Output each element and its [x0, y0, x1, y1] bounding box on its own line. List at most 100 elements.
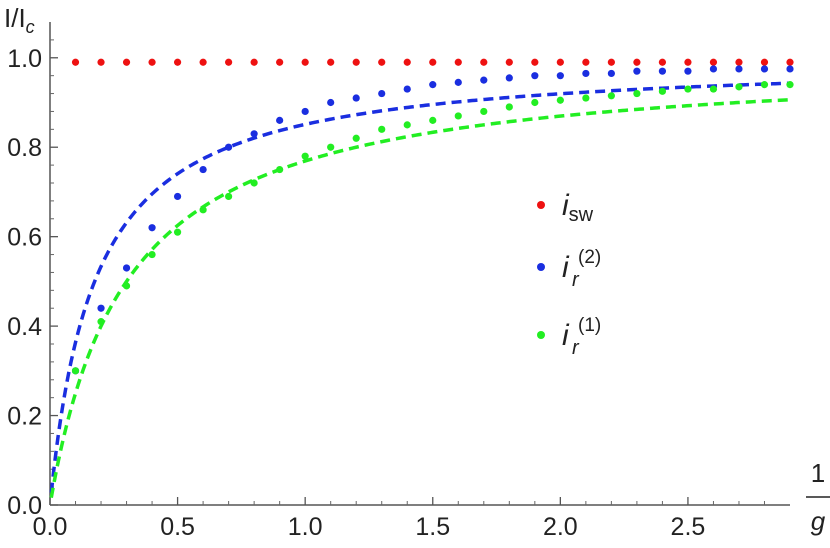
y-tick-label: 0.8: [7, 134, 42, 162]
x-axis-label: 1 g: [806, 458, 830, 536]
point-series-0: [148, 58, 156, 66]
point-series-1: [429, 81, 437, 89]
point-series-1: [276, 116, 284, 124]
point-series-2: [607, 92, 615, 100]
point-series-0: [250, 58, 258, 66]
point-series-0: [684, 58, 692, 66]
point-series-2: [378, 125, 386, 133]
point-series-0: [658, 58, 667, 66]
point-series-1: [454, 78, 462, 86]
point-series-0: [173, 58, 182, 66]
x-tick-label: 2.5: [671, 513, 706, 541]
point-series-2: [225, 192, 233, 201]
point-series-2: [352, 134, 360, 142]
y-tick-label: 1.0: [7, 45, 42, 73]
point-series-1: [786, 65, 794, 73]
point-series-2: [148, 250, 156, 259]
point-series-1: [301, 107, 309, 116]
legend-label-subscript: r: [572, 337, 580, 359]
x-tick-label: 2.0: [543, 513, 578, 541]
legend-marker-0: [537, 201, 545, 209]
point-series-2: [173, 228, 182, 236]
y-axis-label: I/Ic: [4, 3, 35, 37]
y-tick-label: 0.0: [7, 492, 42, 520]
point-series-1: [173, 192, 182, 201]
data-points: [71, 58, 794, 375]
x-axis-label-numerator: 1: [811, 458, 825, 488]
point-series-1: [684, 67, 692, 75]
point-series-0: [735, 58, 743, 66]
point-series-1: [582, 69, 590, 78]
y-tick-label: 0.6: [7, 224, 42, 252]
y-axis-label-main: I/I: [4, 3, 26, 33]
point-series-1: [760, 65, 769, 73]
point-series-0: [403, 58, 411, 66]
point-series-0: [276, 58, 284, 66]
point-series-0: [607, 58, 615, 66]
point-series-1: [531, 72, 539, 80]
y-axis-label-subscript: c: [26, 17, 35, 37]
point-series-1: [505, 74, 513, 82]
point-series-0: [786, 58, 794, 66]
legend-marker-1: [537, 263, 545, 271]
point-series-2: [760, 81, 769, 89]
point-series-0: [97, 58, 105, 66]
legend-label-main: i: [562, 189, 570, 222]
fit-curve-2: [49, 97, 791, 498]
point-series-2: [403, 121, 411, 129]
x-tick-label: 0.0: [33, 513, 68, 541]
point-series-2: [480, 107, 488, 116]
x-tick-label: 0.5: [160, 513, 195, 541]
point-series-0: [301, 58, 309, 66]
point-series-2: [684, 85, 692, 93]
point-series-2: [71, 367, 80, 375]
point-series-0: [633, 58, 641, 66]
legend-label-subscript: r: [572, 269, 580, 291]
point-series-1: [148, 224, 156, 232]
x-tick-label: 1.5: [415, 513, 450, 541]
legend-marker-2: [537, 331, 545, 339]
point-series-2: [658, 87, 667, 95]
fit-curves: [49, 81, 791, 498]
point-series-2: [122, 282, 131, 290]
ticks: [49, 39, 765, 506]
legend-label-main: i: [562, 251, 570, 284]
point-series-0: [225, 58, 233, 66]
legend-label-subscript: sw: [569, 204, 594, 226]
point-series-0: [480, 58, 488, 66]
legend-label-main: i: [562, 319, 570, 352]
point-series-0: [505, 58, 513, 66]
point-series-0: [582, 58, 590, 66]
point-series-1: [122, 264, 131, 272]
point-series-2: [709, 85, 718, 93]
point-series-1: [250, 130, 258, 138]
point-series-0: [531, 58, 539, 66]
point-series-2: [505, 103, 513, 111]
point-series-1: [378, 89, 386, 98]
point-series-2: [97, 318, 105, 326]
point-series-1: [709, 65, 718, 73]
point-series-2: [582, 94, 590, 102]
point-series-0: [378, 58, 386, 66]
point-series-2: [429, 116, 437, 124]
point-series-2: [199, 206, 207, 214]
point-series-1: [556, 72, 564, 80]
point-series-2: [633, 89, 641, 98]
point-series-1: [658, 67, 667, 75]
y-tick-label: 0.4: [7, 313, 42, 341]
point-series-1: [480, 76, 488, 84]
point-series-2: [276, 165, 284, 174]
point-series-1: [97, 304, 105, 312]
legend-label-superscript: (1): [578, 315, 601, 336]
legend-label-0: isw: [562, 189, 594, 226]
point-series-1: [352, 94, 360, 102]
point-series-2: [454, 112, 462, 120]
point-series-0: [760, 58, 769, 66]
point-series-0: [327, 58, 335, 66]
point-series-2: [735, 83, 743, 91]
point-series-1: [199, 165, 207, 174]
point-series-1: [735, 65, 743, 73]
point-series-2: [250, 179, 258, 187]
point-series-2: [327, 143, 335, 151]
